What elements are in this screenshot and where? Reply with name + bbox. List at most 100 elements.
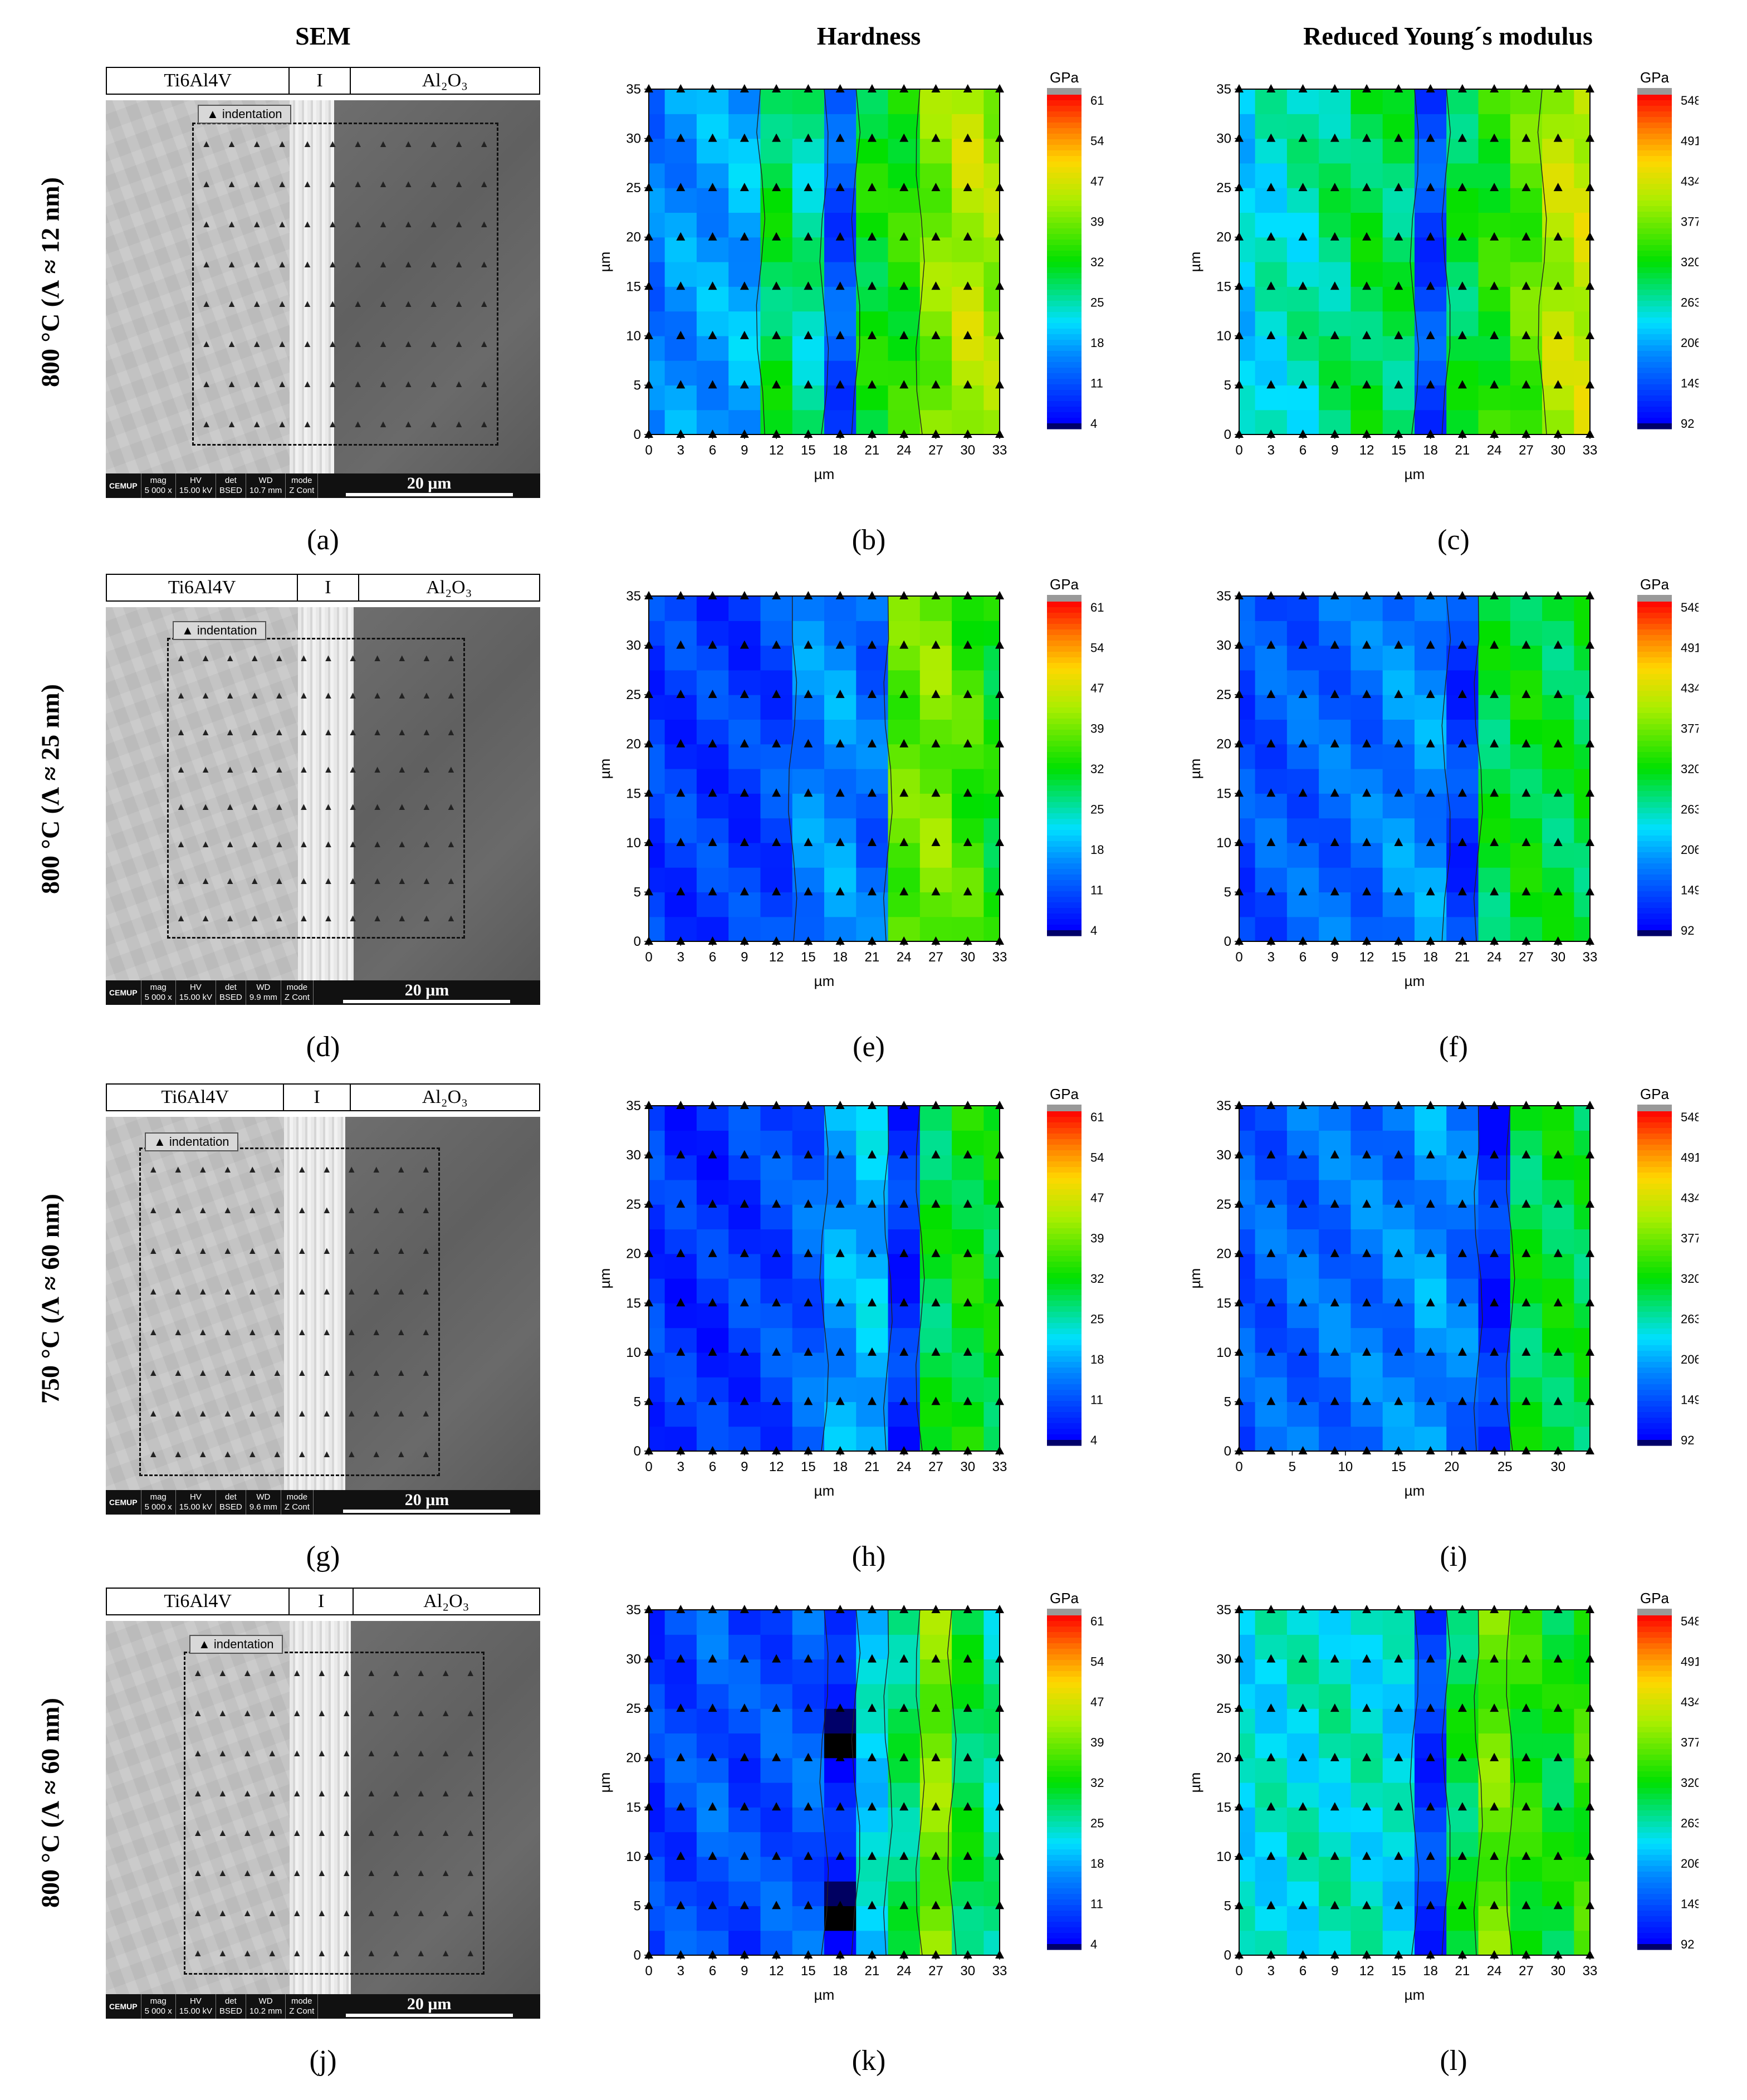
indent-triangle [1235, 133, 1244, 142]
heatmap-cell [1446, 1757, 1479, 1783]
heatmap-cell [728, 1659, 761, 1684]
indent-triangle [1330, 1851, 1339, 1860]
heatmap-cell [649, 645, 665, 671]
x-tick-label: 10 [1338, 1459, 1353, 1474]
heatmap-cell [888, 1204, 921, 1230]
indent-marker: ▲ [348, 912, 358, 924]
heatmap-cell [760, 842, 793, 868]
ti6al4v-region [106, 100, 290, 473]
heatmap-cell [1350, 1807, 1383, 1833]
heatmap-cell [1542, 286, 1574, 312]
colorbar-segment [1637, 1627, 1672, 1633]
indent-marker: ▲ [267, 1827, 277, 1839]
indent-marker: ▲ [428, 218, 439, 229]
heatmap-cell [888, 695, 921, 720]
indent-triangle [1585, 640, 1594, 649]
heatmap-cell [1286, 237, 1319, 262]
colorbar-segment [1047, 607, 1082, 613]
heatmap-cell [1415, 1659, 1447, 1684]
indent-marker: ▲ [415, 1787, 426, 1799]
colorbar-tick-label: 320 [1681, 762, 1699, 776]
indent-triangle [740, 936, 749, 945]
indent-triangle [676, 1150, 686, 1159]
indent-triangle [963, 1654, 972, 1663]
indent-triangle [644, 232, 653, 241]
indent-triangle [676, 640, 686, 649]
colorbar-segment [1047, 1267, 1082, 1273]
heatmap-cell [919, 138, 952, 164]
heatmap-cell [664, 1856, 697, 1882]
colorbar-segment [1047, 624, 1082, 630]
contour-line [1537, 89, 1547, 435]
indent-triangle [772, 1101, 781, 1109]
heatmap-cell [728, 695, 761, 720]
heatmap-cell [760, 1708, 793, 1734]
indent-marker: ▲ [341, 1787, 352, 1799]
heatmap-cell [1286, 1253, 1319, 1279]
colorbar-segment [1637, 629, 1672, 636]
indent-triangle [1330, 936, 1339, 945]
colorbar-segment [1047, 1306, 1082, 1312]
colorbar-segment [1637, 1217, 1672, 1223]
colorbar-segment [1637, 345, 1672, 351]
heatmap-cell [1542, 1106, 1574, 1131]
colorbar-segment [1047, 1821, 1082, 1828]
indent-triangle [1426, 1901, 1435, 1909]
indent-triangle [1298, 1298, 1308, 1307]
heatmap-cell [919, 335, 952, 361]
heatmap-cell [1415, 1856, 1447, 1882]
heatmap-cell [983, 1856, 1000, 1882]
indent-triangle [1553, 936, 1563, 945]
indent-marker: ▲ [397, 838, 407, 849]
indent-triangle [1585, 887, 1594, 896]
indent-marker: ▲ [421, 912, 432, 924]
colorbar-segment [1637, 373, 1672, 379]
indent-triangle [931, 739, 941, 748]
indent-triangle [867, 1752, 877, 1761]
heatmap-cell [1574, 1832, 1591, 1857]
heatmap-cell [1478, 1610, 1511, 1635]
colorbar-segment [1047, 1671, 1082, 1677]
heatmap-cell [919, 1303, 952, 1329]
heatmap-cell [649, 1426, 665, 1452]
indent-marker: ▲ [323, 838, 334, 849]
indent-triangle [740, 1248, 749, 1257]
heatmap-cell [1382, 1155, 1415, 1180]
heatmap-cell [856, 1757, 889, 1783]
indent-triangle [1426, 640, 1435, 649]
sem-panel: Ti6Al4V I Al₂O₃ ▲ ▲ ▲ ▲ ▲ ▲ ▲ ▲ ▲ ▲ ▲ ▲ ▲ ▲ ▲ ▲ ▲ ▲ ▲ ▲ ▲ ▲ ▲ ▲ ▲ ▲ ▲… [106, 574, 540, 1014]
heatmap-cell [1478, 385, 1511, 411]
indent-triangle [1521, 84, 1531, 92]
indent-triangle [1330, 591, 1339, 599]
y-tick-label: 10 [626, 329, 641, 344]
colorbar-tick-label: 47 [1090, 1191, 1104, 1205]
indent-triangle [995, 1199, 1004, 1208]
indent-triangle [995, 1605, 1004, 1613]
heatmap-cell [1510, 744, 1543, 769]
heatmap-cell [919, 89, 952, 114]
indent-marker: ▲ [378, 378, 388, 389]
indent-triangle [1553, 330, 1563, 339]
heatmap-cell [1239, 237, 1256, 262]
indent-marker: ▲ [267, 1787, 277, 1799]
colorbar-segment [1637, 1649, 1672, 1655]
indent-triangle [1298, 183, 1308, 192]
indent-marker: ▲ [225, 838, 236, 849]
heatmap-cell [664, 596, 697, 621]
sem-info-mode-label: mode [286, 983, 308, 992]
heatmap-cell [824, 1906, 857, 1931]
colorbar-segment [1637, 730, 1672, 736]
sem-info-mag: mag 5 000 x [141, 980, 176, 1005]
heatmap-cell [1350, 1401, 1383, 1427]
heatmap-cell [856, 286, 889, 312]
indent-marker: ▲ [446, 838, 456, 849]
heatmap-cell [1478, 1906, 1511, 1931]
indent-marker: ▲ [297, 1245, 307, 1256]
indent-triangle [1490, 380, 1499, 389]
indent-triangle [1330, 1101, 1339, 1109]
colorbar-segment [1637, 1406, 1672, 1413]
indent-triangle [1235, 281, 1244, 290]
indent-triangle [644, 1802, 653, 1811]
indent-marker: ▲ [479, 378, 490, 389]
indent-marker: ▲ [292, 1747, 302, 1759]
